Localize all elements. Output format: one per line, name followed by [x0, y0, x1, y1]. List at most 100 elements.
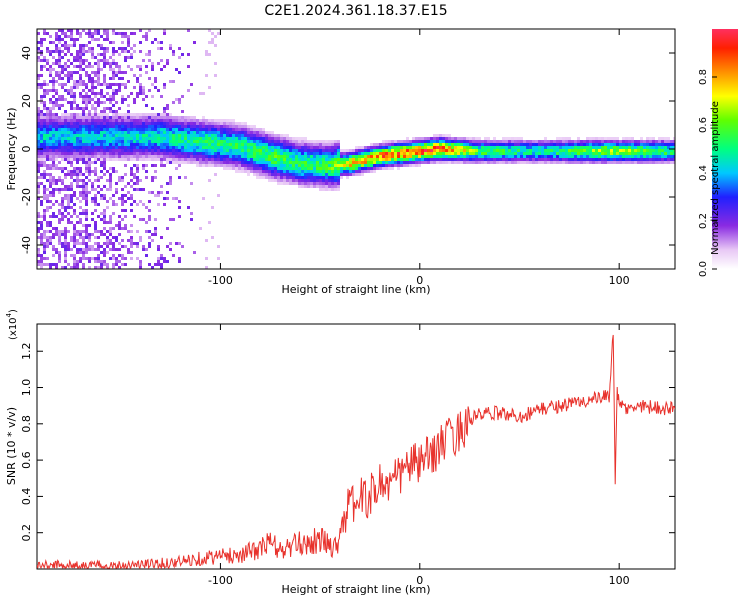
spectrogram-cell — [52, 182, 55, 185]
spectrogram-cell — [223, 134, 226, 137]
spectrogram-cell — [49, 101, 52, 104]
spectrogram-cell — [58, 221, 61, 224]
spectrogram-cell — [289, 143, 292, 146]
spectrogram-cell — [88, 116, 91, 119]
spectrogram-cell — [142, 152, 145, 155]
spectrogram-cell — [64, 194, 67, 197]
spectrogram-cell — [463, 140, 466, 143]
spectrogram-cell — [145, 125, 148, 128]
spectrogram-cell — [61, 233, 64, 236]
spectrogram-cell — [76, 134, 79, 137]
spectrogram-cell — [364, 167, 367, 170]
spectrogram-cell — [349, 161, 352, 164]
spectrogram-cell — [532, 146, 535, 149]
spectrogram-cell — [139, 134, 142, 137]
spectrogram-cell — [322, 146, 325, 149]
spectrogram-cell — [118, 125, 121, 128]
spectrogram-cell — [97, 53, 100, 56]
spectrogram-cell — [226, 161, 229, 164]
spectrogram-cell — [106, 149, 109, 152]
spectrogram-cell — [322, 149, 325, 152]
spectrogram-cell — [271, 149, 274, 152]
spectrogram-cell — [91, 35, 94, 38]
spectrogram-cell — [106, 125, 109, 128]
spectrogram-cell — [598, 143, 601, 146]
spectrogram-cell — [271, 170, 274, 173]
spectrogram-cell — [70, 29, 73, 32]
spectrogram-cell — [256, 158, 259, 161]
spectrogram-cell — [136, 146, 139, 149]
spectrogram-cell — [163, 137, 166, 140]
spectrogram-cell — [163, 107, 166, 110]
spectrogram-cell — [535, 155, 538, 158]
spectrogram-cell — [196, 128, 199, 131]
spectrogram-cell — [547, 158, 550, 161]
spectrogram-cell — [109, 62, 112, 65]
spectrogram-cell — [100, 263, 103, 266]
spectrogram-cell — [136, 128, 139, 131]
spectrogram-cell — [289, 173, 292, 176]
spectrogram-cell — [121, 218, 124, 221]
spectrogram-cell — [109, 65, 112, 68]
spectrogram-cell — [229, 134, 232, 137]
spectrogram-cell — [82, 80, 85, 83]
spectrogram-cell — [190, 116, 193, 119]
spectrogram-cell — [91, 86, 94, 89]
spectrogram-cell — [124, 164, 127, 167]
spectrogram-cell — [94, 116, 97, 119]
spectrogram-cell — [571, 146, 574, 149]
spectrogram-cell — [127, 131, 130, 134]
spectrogram-cell — [187, 89, 190, 92]
spectrogram-cell — [124, 146, 127, 149]
spectrogram-cell — [286, 161, 289, 164]
spectrogram-cell — [208, 155, 211, 158]
spectrogram-cell — [130, 167, 133, 170]
spectrogram-cell — [73, 254, 76, 257]
spectrogram-cell — [265, 149, 268, 152]
spectrogram-cell — [55, 233, 58, 236]
spectrogram-cell — [310, 179, 313, 182]
spectrogram-cell — [133, 137, 136, 140]
spectrogram-cell — [571, 143, 574, 146]
spectrogram-cell — [139, 86, 142, 89]
spectrogram-cell — [370, 167, 373, 170]
spectrogram-cell — [190, 137, 193, 140]
spectrogram-cell — [208, 149, 211, 152]
spectrogram-cell — [82, 254, 85, 257]
spectrogram-cell — [340, 161, 343, 164]
spectrogram-cell — [529, 143, 532, 146]
spectrogram-cell — [307, 170, 310, 173]
spectrogram-cell — [673, 158, 675, 161]
spectrogram-cell — [265, 173, 268, 176]
spectrogram-cell — [574, 158, 577, 161]
spectrogram-cell — [220, 137, 223, 140]
spectrogram-cell — [172, 158, 175, 161]
spectrogram-cell — [118, 242, 121, 245]
spectrogram-cell — [133, 200, 136, 203]
spectrogram-cell — [70, 188, 73, 191]
spectrogram-cell — [214, 152, 217, 155]
spectrogram-cell — [85, 218, 88, 221]
spectrogram-cell — [112, 62, 115, 65]
spectrogram-cell — [178, 158, 181, 161]
spectrogram-cell — [73, 101, 76, 104]
spectrogram-cell — [244, 125, 247, 128]
spectrogram-cell — [91, 71, 94, 74]
spectrogram-cell — [238, 131, 241, 134]
spectrogram-cell — [541, 158, 544, 161]
spectrogram-cell — [592, 143, 595, 146]
spectrogram-cell — [112, 155, 115, 158]
spectrogram-cell — [136, 113, 139, 116]
spectrogram-cell — [103, 62, 106, 65]
spectrogram-cell — [76, 167, 79, 170]
spectrogram-cell — [103, 29, 106, 32]
spectrogram-cell — [166, 104, 169, 107]
spectrogram-cell — [127, 110, 130, 113]
spectrogram-cell — [76, 80, 79, 83]
spectrogram-cell — [94, 32, 97, 35]
spectrogram-cell — [661, 143, 664, 146]
spectrogram-cell — [496, 143, 499, 146]
spectrogram-cell — [136, 188, 139, 191]
spectrogram-cell — [235, 149, 238, 152]
spectrogram-cell — [205, 131, 208, 134]
